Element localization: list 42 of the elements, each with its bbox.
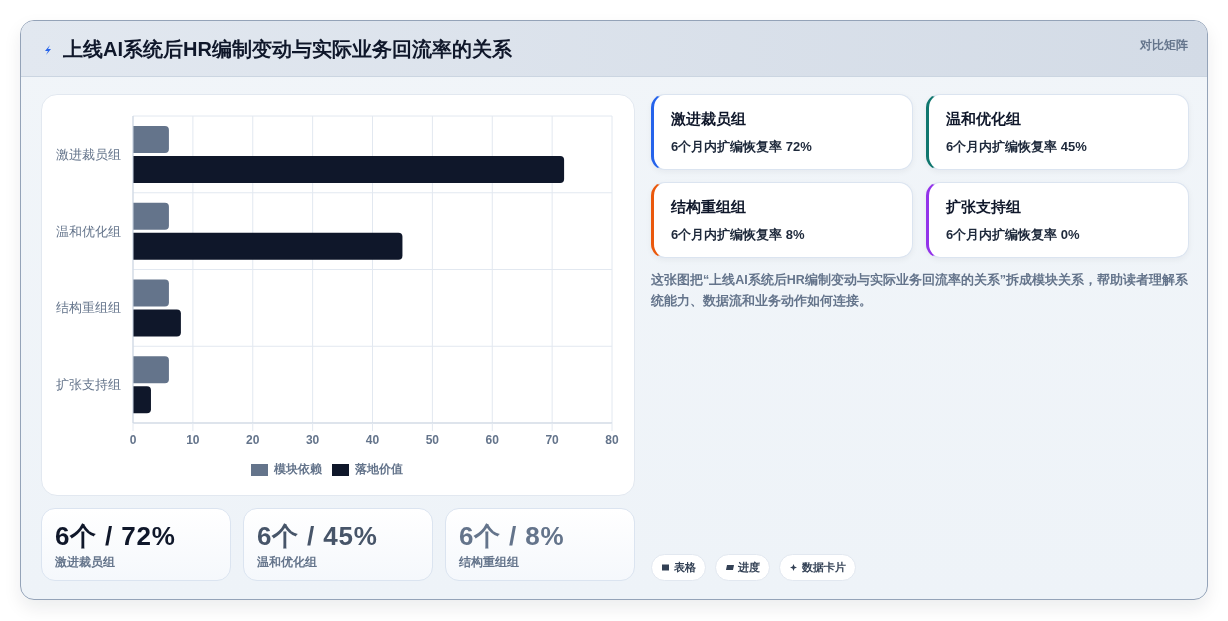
x-tick-label: 50: [425, 432, 440, 447]
y-tick-label: 温和优化组: [56, 223, 121, 239]
x-tick-label: 0: [129, 432, 137, 447]
x-tick-label: 80: [605, 432, 619, 447]
bar: [133, 309, 181, 337]
bar: [133, 202, 169, 230]
bar: [133, 232, 403, 260]
y-tick-label: 扩张支持组: [56, 377, 121, 393]
chart-title: 对比矩阵: [1140, 38, 1188, 52]
text: 温和优化组: [946, 110, 1021, 127]
x-tick-label: 20: [246, 432, 260, 447]
text: 激进裁员组: [671, 110, 746, 127]
text: 数据卡片: [802, 560, 846, 575]
x-tick-label: 10: [186, 432, 200, 447]
x-tick-label: 40: [365, 432, 380, 447]
y-tick-label: 激进裁员组: [56, 146, 121, 162]
text: 表格: [674, 560, 696, 575]
text: 6个月内扩编恢复率 45%: [946, 139, 1087, 154]
bar: [133, 386, 151, 414]
x-tick-label: 60: [485, 432, 500, 447]
text: 温和优化组: [257, 555, 317, 569]
text: 6个月内扩编恢复率 0%: [946, 227, 1080, 242]
text: 这张图把“上线AI系统后HR编制变动与实际业务回流率的关系”拆成模块关系，帮助读者理解系统能力、数据流和业务动作如何连接。: [651, 273, 1189, 308]
text: 6个月内扩编恢复率 8%: [671, 227, 805, 242]
text: 扩张支持组: [946, 198, 1021, 215]
text: 6个月内扩编恢复率 72%: [671, 139, 812, 154]
bar: [133, 279, 169, 307]
y-tick-label: 结构重组组: [56, 300, 121, 316]
text: 结构重组组: [459, 555, 519, 569]
text: 6个 / 45%: [257, 521, 378, 551]
text: 进度: [738, 560, 760, 575]
x-tick-label: 30: [305, 432, 320, 447]
bar: [133, 125, 169, 153]
text: 结构重组组: [671, 198, 746, 215]
legend-label: 落地价值: [355, 461, 403, 478]
bar: [133, 155, 565, 183]
text: 6个 / 8%: [459, 521, 565, 551]
x-tick-label: 70: [545, 432, 560, 447]
bar: [133, 356, 169, 384]
chart-title: 上线AI系统后HR编制变动与实际业务回流率的关系: [63, 38, 512, 60]
text: 6个 / 72%: [55, 521, 176, 551]
legend-label: 模块依赖: [274, 461, 322, 478]
